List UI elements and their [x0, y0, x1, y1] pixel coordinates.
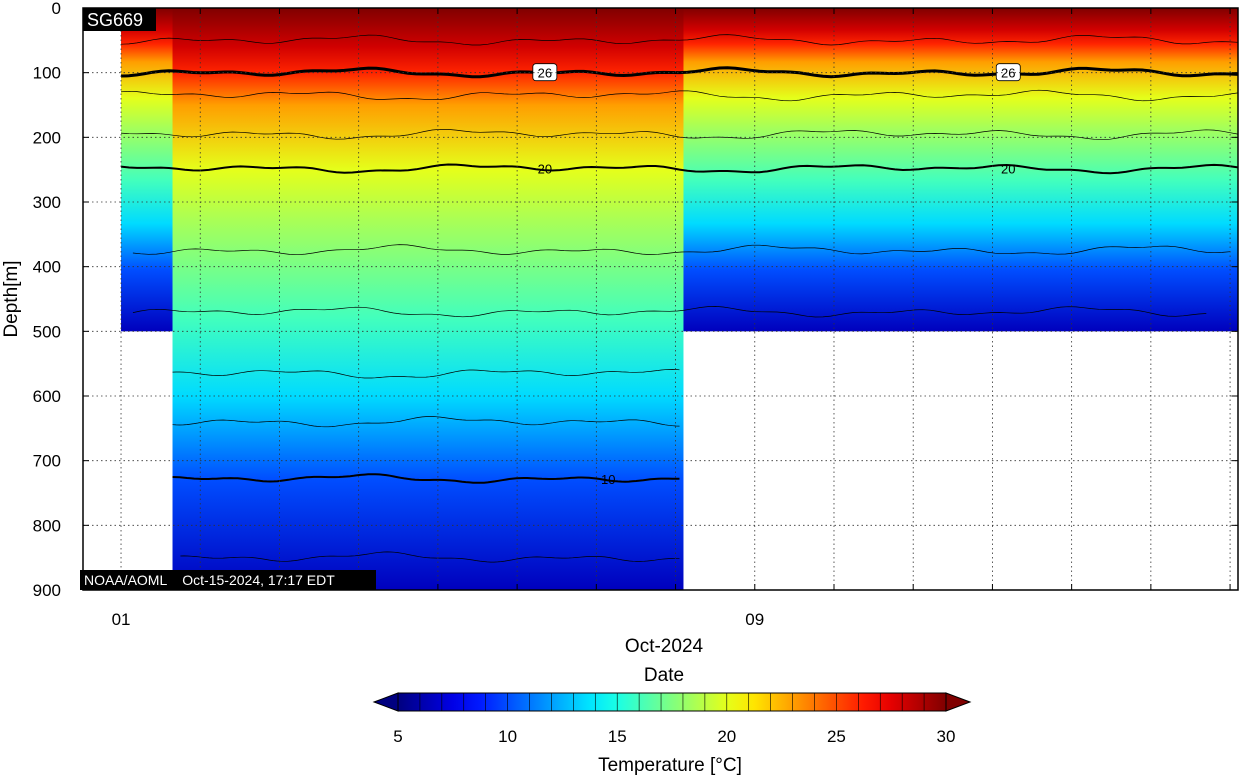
contour-line-minor	[120, 89, 1238, 102]
x-tick-label: 09	[745, 610, 764, 629]
x-axis-title: Date	[644, 665, 684, 686]
colorbar-tick-label: 5	[393, 727, 402, 746]
y-tick-label: 900	[33, 581, 61, 600]
contour-line-minor	[120, 128, 1238, 141]
colorbar-tick-label: 25	[827, 727, 846, 746]
y-tick-label: 400	[33, 258, 61, 277]
y-tick-label: 200	[33, 128, 61, 147]
title-badge-text: SG669	[87, 10, 143, 30]
y-tick-label: 600	[33, 387, 61, 406]
y-axis: 0 100 200 300 400 500 600 700 800 900	[33, 0, 1238, 600]
contour-line-minor	[172, 416, 680, 428]
contour-label-10: 10	[601, 472, 615, 487]
contour-label-26: 26	[538, 66, 552, 81]
colorbar-ticks: 5 10 15 20 25 30	[393, 693, 955, 746]
contour-line-minor	[132, 306, 1207, 318]
plot-frame	[82, 7, 1239, 591]
colorbar: 5 10 15 20 25 30 Temperature [°C]	[372, 692, 972, 776]
contour-label-20: 20	[1001, 161, 1015, 176]
x-axis-month: Oct-2024	[625, 636, 704, 657]
contour-line-minor	[132, 244, 1231, 256]
colorbar-title: Temperature [°C]	[598, 755, 742, 776]
contour-label-box	[532, 63, 558, 82]
x-axis: 01 09	[112, 8, 1231, 629]
x-tick-label: 01	[112, 610, 131, 629]
contour-label-20: 20	[538, 161, 552, 176]
y-axis-title: Depth[m]	[1, 260, 22, 337]
colorbar-max-extend	[945, 692, 972, 712]
footer-text: NOAA/AOML Oct-15-2024, 17:17 EDT	[84, 572, 335, 588]
colorbar-tick-label: 20	[717, 727, 736, 746]
contour-label-26: 26	[1001, 66, 1015, 81]
contour-line-10	[172, 473, 680, 484]
y-tick-label: 500	[33, 322, 61, 341]
grid-lines	[83, 8, 1238, 590]
contour-line-20	[120, 163, 1238, 175]
colorbar-tick-label: 30	[937, 727, 956, 746]
colorbar-min-extend	[372, 692, 399, 712]
deep-data-region	[172, 8, 684, 590]
y-tick-label: 700	[33, 452, 61, 471]
y-tick-label: 100	[33, 64, 61, 83]
contour-line-minor	[120, 34, 1238, 46]
y-tick-label: 800	[33, 516, 61, 535]
colorbar-bar	[397, 692, 947, 712]
contour-line-minor	[180, 551, 680, 563]
contour-label-box	[995, 63, 1021, 82]
contour-line-minor	[172, 369, 680, 379]
title-badge: SG669	[83, 8, 156, 31]
colorbar-tick-label: 15	[608, 727, 627, 746]
colorbar-tick-label: 10	[498, 727, 517, 746]
y-tick-label: 300	[33, 193, 61, 212]
y-tick-label: 0	[52, 0, 61, 18]
footer-badge: NOAA/AOML Oct-15-2024, 17:17 EDT	[80, 570, 376, 590]
